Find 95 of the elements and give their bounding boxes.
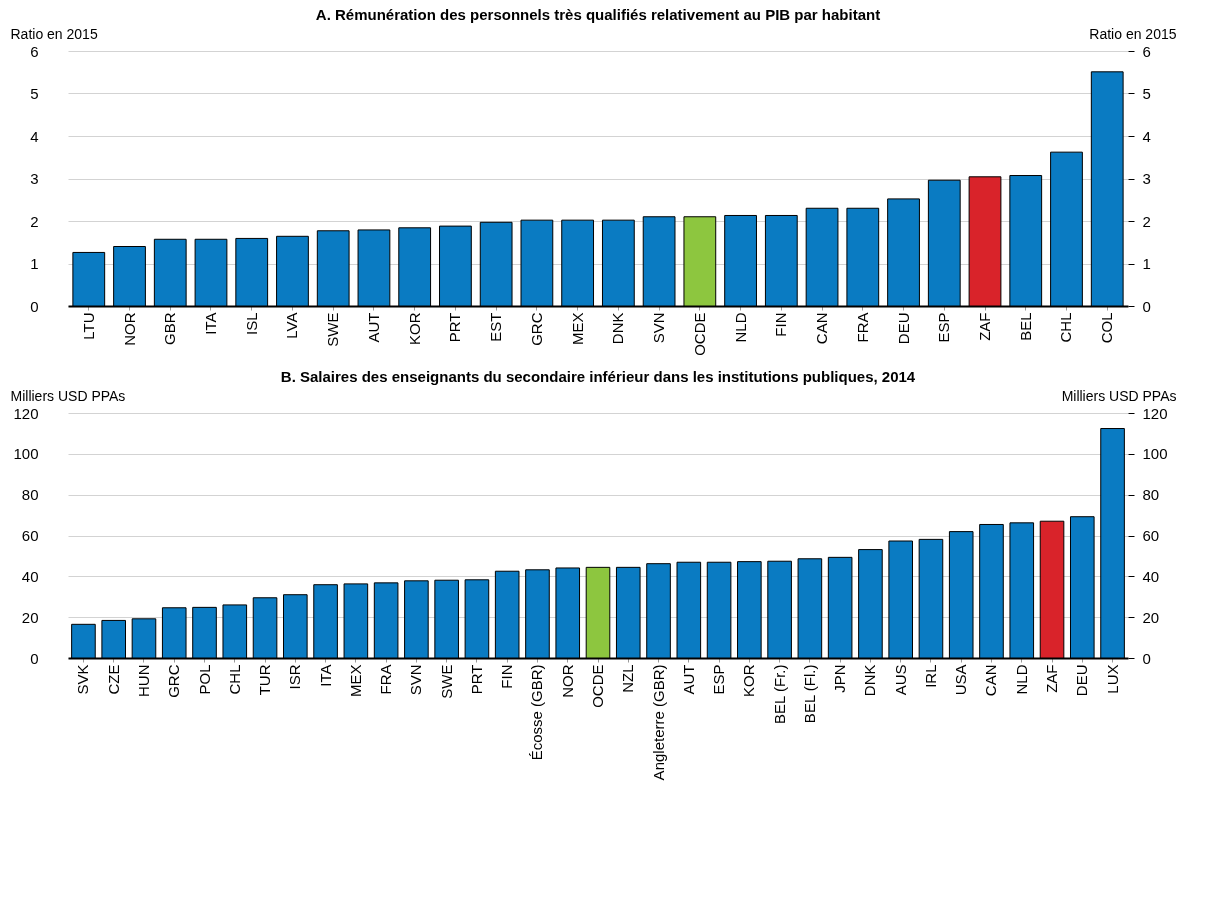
x-tick-label: AUS [891,664,909,696]
y2-axis-title: Ratio en 2015 [1089,25,1177,42]
y2-tick-label: 3 [1142,170,1151,187]
x-tick-label: OCDE [690,312,708,356]
y-tick-label: 60 [21,527,39,544]
x-tick-label: CZE [104,664,122,695]
y-tick-label: 20 [21,608,39,626]
y-tick-label: 40 [21,567,39,585]
x-tick-label: KOR [740,664,758,698]
x-tick-label: DNK [861,664,879,697]
x-tick-label: CHL [1057,312,1075,343]
x-tick-label: TUR [256,664,274,696]
x-tick-label: JPN [831,664,849,693]
y2-tick-label: 100 [1142,445,1168,463]
x-tick-label: ITA [316,664,334,687]
y2-tick-label: 60 [1142,527,1160,544]
y-tick-label: 1 [30,255,39,272]
x-tick-label: FRA [377,664,395,695]
y2-tick-label: 80 [1142,486,1160,504]
x-tick-label: PRT [467,664,485,695]
y-tick-label: 0 [30,297,39,315]
x-tick-label: SVN [407,664,425,696]
x-tick-label: AUT [364,312,382,343]
x-tick-label: GBR [161,312,179,346]
x-tick-label: SWE [437,664,455,699]
x-tick-label: Écosse (GBR) [528,664,546,761]
x-tick-label: LUX [1103,664,1121,694]
y2-tick-label: 0 [1142,649,1151,667]
y2-tick-label: 40 [1142,567,1160,585]
y-tick-label: 5 [30,85,39,102]
x-tick-label: SVN [650,312,668,344]
x-tick-label: ZAF [1043,664,1061,693]
x-tick-label: NZL [619,664,637,693]
x-tick-label: ESP [710,664,728,695]
x-tick-label: POL [195,664,213,695]
x-tick-label: BEL [1016,312,1034,341]
y-axis-title: Milliers USD PPAs [10,387,126,404]
y2-tick-label: 4 [1142,127,1151,145]
x-tick-label: SWE [324,312,342,347]
y2-tick-label: 1 [1142,255,1151,272]
x-tick-label: ZAF [976,312,994,341]
y2-tick-label: 2 [1142,212,1151,230]
x-tick-label: ISL [242,312,260,336]
x-tick-label: OCDE [589,664,606,708]
chart-title: B. Salaires des enseignants du secondaire inférieur dans les institutions publiques, 2014 [280,368,916,385]
x-tick-label: CHL [225,664,243,695]
y2-tick-label: 6 [1142,42,1151,60]
y2-tick-label: 120 [1142,404,1168,422]
x-tick-label: PRT [446,312,464,343]
x-tick-label: NOR [558,664,576,698]
x-tick-label: Angleterre (GBR) [649,664,667,781]
x-tick-label: KOR [405,312,423,346]
y-tick-label: 3 [30,170,39,187]
y-tick-label: 80 [21,486,39,504]
y2-tick-label: 20 [1142,608,1160,626]
x-tick-label: LTU [79,312,97,340]
y-tick-label: 100 [13,445,39,463]
x-tick-label: ESP [935,312,953,343]
x-tick-label: NOR [120,312,138,346]
x-tick-label: GRC [165,664,183,698]
chart-title: A. Rémunération des personnels très qualifiés relativement au PIB par habitant [315,6,881,23]
x-tick-label: DEU [1073,664,1091,697]
y-axis-title: Ratio en 2015 [10,25,98,42]
x-tick-label: IRL [921,664,939,688]
x-tick-label: COL [1098,312,1116,344]
x-tick-label: EST [487,312,505,342]
x-tick-label: CAN [813,312,831,345]
y2-tick-label: 0 [1142,297,1151,315]
y-tick-label: 0 [30,649,39,667]
x-tick-label: MEX [568,312,586,346]
x-tick-label: FIN [498,664,516,689]
y2-tick-label: 5 [1142,85,1151,102]
x-tick-label: MEX [346,664,364,698]
x-tick-label: DNK [609,312,627,345]
x-tick-label: CAN [982,664,1000,697]
y2-axis-title: Milliers USD PPAs [1061,387,1177,404]
x-tick-label: NLD [731,312,749,343]
x-tick-label: DEU [894,312,912,345]
x-tick-label: SVK [74,664,92,695]
y-tick-label: 6 [30,42,39,60]
x-tick-label: AUT [679,664,697,695]
x-tick-label: HUN [134,664,152,697]
y-tick-label: 2 [30,212,39,230]
x-tick-label: ITA [201,312,219,335]
x-tick-label: BEL (Fl.) [800,664,818,724]
x-tick-label: NLD [1012,664,1030,695]
x-tick-label: FRA [853,312,871,343]
x-tick-label: GRC [527,312,545,346]
x-tick-label: ISR [286,664,304,690]
y-tick-label: 120 [13,404,39,422]
x-tick-label: USA [952,664,970,696]
y-tick-label: 4 [30,127,39,145]
x-tick-label: FIN [772,312,790,337]
x-tick-label: BEL (Fr.) [770,664,788,724]
x-tick-label: LVA [283,312,301,339]
